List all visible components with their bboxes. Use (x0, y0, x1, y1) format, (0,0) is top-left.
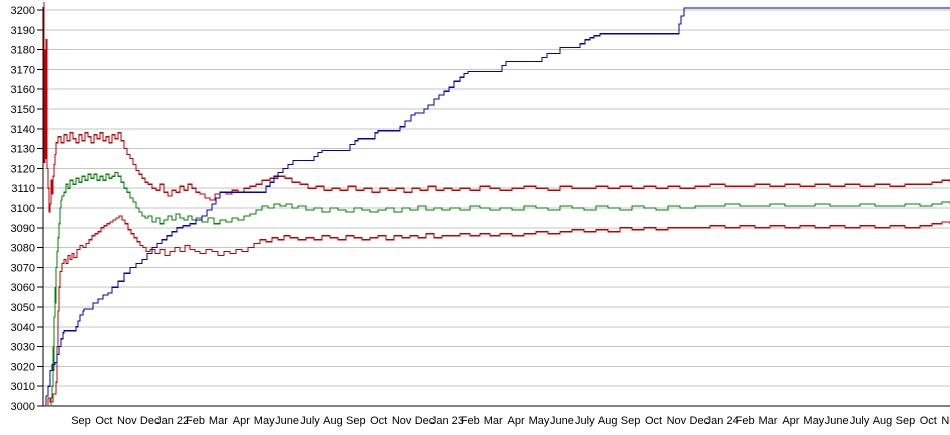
red-upper-line-path (43, 2, 950, 213)
x-tick-label: Oct (645, 415, 662, 427)
x-tick-label: Sep (71, 415, 91, 427)
x-tick-label: May (529, 415, 550, 427)
y-tick-label: 3200 (11, 5, 35, 17)
x-tick-label: Jan 24 (706, 415, 739, 427)
green-line-path (50, 171, 950, 407)
x-tick-label: Apr (233, 415, 250, 427)
y-tick-label: 3010 (11, 381, 35, 393)
y-tick-label: 3030 (11, 342, 35, 354)
x-tick-label: Aug (598, 415, 618, 427)
y-tick-label: 3050 (11, 302, 35, 314)
x-tick-label: June (550, 415, 574, 427)
x-tick-label: Feb (736, 415, 755, 427)
y-tick-label: 3000 (11, 401, 35, 413)
x-tick-label: Apr (782, 415, 799, 427)
x-tick-label: Apr (508, 415, 525, 427)
y-tick-label: 3040 (11, 322, 35, 334)
x-tick-label: Sep (896, 415, 916, 427)
y-tick-label: 3170 (11, 64, 35, 76)
x-tick-label: Nov (941, 415, 950, 427)
x-tick-label: Oct (95, 415, 112, 427)
y-tick-label: 3150 (11, 104, 35, 116)
y-tick-label: 3060 (11, 282, 35, 294)
y-tick-label: 3020 (11, 361, 35, 373)
y-tick-label: 3140 (11, 124, 35, 136)
x-tick-label: Aug (873, 415, 893, 427)
y-tick-label: 3080 (11, 243, 35, 255)
x-tick-label: Dec (140, 415, 160, 427)
red-lower-line-path (46, 215, 950, 407)
y-tick-label: 3070 (11, 262, 35, 274)
y-tick-label: 3130 (11, 144, 35, 156)
y-tick-label: 3160 (11, 84, 35, 96)
x-tick-label: Mar (759, 415, 778, 427)
y-tick-label: 3120 (11, 163, 35, 175)
x-tick-label: Nov (392, 415, 412, 427)
x-tick-label: July (575, 415, 595, 427)
x-tick-label: Sep (621, 415, 641, 427)
x-tick-label: Nov (667, 415, 687, 427)
x-tick-label: Feb (461, 415, 480, 427)
y-tick-label: 3190 (11, 25, 35, 37)
x-tick-label: June (825, 415, 849, 427)
x-tick-label: Sep (346, 415, 366, 427)
x-tick-label: Dec (690, 415, 710, 427)
x-tick-label: June (275, 415, 299, 427)
x-tick-label: Dec (415, 415, 435, 427)
blue-stepped-line-path (44, 7, 950, 407)
y-tick-label: 3090 (11, 223, 35, 235)
x-tick-label: July (850, 415, 870, 427)
y-tick-label: 3100 (11, 203, 35, 215)
x-tick-label: July (300, 415, 320, 427)
x-tick-label: Oct (370, 415, 387, 427)
x-tick-label: Feb (186, 415, 205, 427)
x-tick-label: Oct (920, 415, 937, 427)
y-tick-label: 3180 (11, 45, 35, 57)
x-tick-label: Nov (117, 415, 137, 427)
x-tick-label: May (803, 415, 824, 427)
x-tick-label: Mar (484, 415, 503, 427)
x-tick-label: Jan 22 (156, 415, 189, 427)
x-tick-label: Mar (209, 415, 228, 427)
y-tick-label: 3110 (11, 183, 35, 195)
x-tick-label: May (254, 415, 275, 427)
x-tick-label: Jan 23 (431, 415, 464, 427)
x-tick-label: Aug (323, 415, 343, 427)
